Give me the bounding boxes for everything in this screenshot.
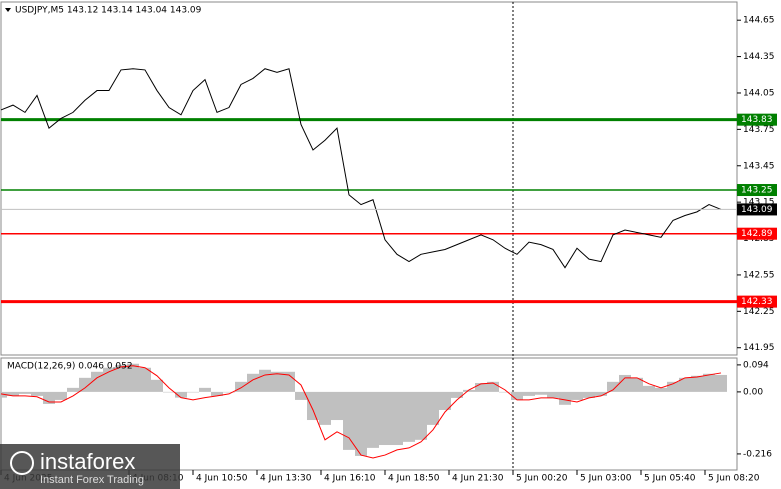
macd-bar [199,387,211,392]
level-label-box [737,113,777,126]
macd-bar [271,371,283,392]
level-label-box [737,295,777,308]
macd-bar [19,391,31,394]
macd-bar [163,391,175,393]
macd-bar [55,391,67,400]
x-tick-label: 4 Jun 16:10 [324,474,376,484]
macd-bar [151,379,163,392]
macd-bar [211,391,223,396]
macd-bar [655,387,667,392]
main-panel [0,1,738,356]
x-tick-label: 5 Jun 00:20 [516,474,568,484]
y-tick-label: 144.35 [743,52,775,62]
x-tick-label: 4 Jun 10:50 [196,474,248,484]
y-tick-label: 143.45 [743,161,775,171]
level-label: 143.83 [741,115,773,125]
macd-bar [691,375,703,392]
macd-bar [379,391,391,446]
y-tick-label: 142.55 [743,270,775,280]
macd-bar [223,391,235,393]
macd-bar [679,377,691,392]
macd-bar [547,391,559,398]
y-tick-label: 142.25 [743,307,775,317]
macd-bar [511,391,523,400]
macd-bar [559,391,571,405]
macd-bar [607,381,619,392]
macd-bar [475,382,487,392]
macd-bar [631,377,643,392]
x-tick-label: 4 Jun 21:30 [452,474,504,484]
macd-bar [331,391,343,421]
macd-bar [115,364,127,392]
macd-bar [595,391,607,396]
macd-bar [307,391,319,421]
x-tick-label: 5 Jun 03:00 [580,474,632,484]
macd-bar [235,381,247,392]
macd-bar [175,391,187,398]
macd-bar [355,391,367,456]
macd-title: MACD(12,26,9) 0.046 0.052 [7,362,133,372]
macd-bar [535,391,547,395]
y-tick-label: 143.75 [743,125,775,135]
chart-title: USDJPY,M5 143.12 143.14 143.04 143.09 [15,6,202,16]
macd-bar [259,369,271,392]
macd-bar [571,391,583,400]
macd-panel [0,357,738,471]
macd-bar [619,374,631,392]
x-tick-label: 4 Jun 13:30 [260,474,312,484]
macd-bar [127,363,139,392]
macd-bar [439,391,451,410]
macd-bar [67,387,79,392]
macd-bar [427,391,439,425]
y-tick-label: 141.95 [743,343,775,353]
macd-bar [499,391,511,393]
y-tick-label: -0.216 [743,449,772,459]
level-label: 142.89 [741,229,773,239]
logo-tagline: Instant Forex Trading [40,474,144,486]
macd-bar [343,391,355,450]
macd-bar [139,367,151,392]
macd-bar [295,391,307,400]
macd-bar [415,391,427,440]
macd-bar [79,377,91,392]
price-line [0,68,722,269]
macd-bar [487,381,499,392]
macd-bar [643,385,655,392]
macd-bar [367,391,379,448]
macd-bar [451,391,463,398]
level-label: 142.33 [741,297,773,307]
signal-line [0,365,722,459]
y-tick-label: 143.15 [743,198,775,208]
macd-bar [463,389,475,392]
macd-bar [391,391,403,446]
logo-icon [10,451,34,475]
x-tick-label: 5 Jun 05:40 [644,474,696,484]
last-price-box [737,203,777,216]
level-label-box [737,184,777,197]
macd-bar [319,391,331,425]
level-label: 143.25 [741,186,773,196]
macd-bar [715,374,727,392]
menu-arrow [5,8,11,12]
level-label-box [737,227,777,240]
logo-name: instaforex [40,449,135,474]
macd-bar [187,391,199,393]
macd-bar [703,373,715,392]
y-tick-label: 144.05 [743,88,775,98]
y-tick-label: 0.00 [743,387,763,397]
last-price-label: 143.09 [741,205,773,215]
macd-bar [403,391,415,442]
x-tick-label: 4 Jun 18:50 [388,474,440,484]
x-tick-label: 5 Jun 08:20 [708,474,760,484]
macd-bar [583,391,595,398]
y-tick-label: 144.65 [743,16,775,26]
macd-bar [667,381,679,392]
y-tick-label: 0.094 [743,360,769,370]
macd-bar [7,391,19,396]
macd-bar [523,391,535,396]
macd-bar [31,391,43,396]
logo-background [0,444,180,489]
